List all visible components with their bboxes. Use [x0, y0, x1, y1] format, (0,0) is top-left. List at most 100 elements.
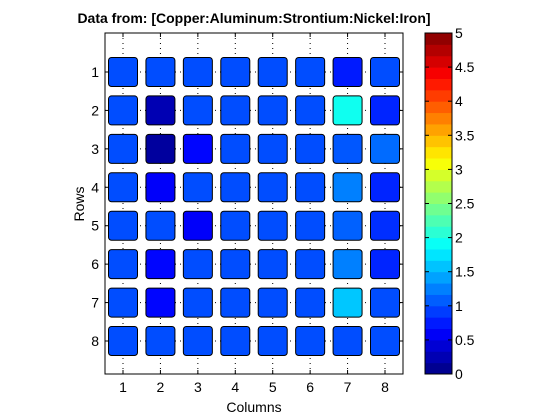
heatmap-cell [182, 210, 213, 241]
heatmap-cell [220, 133, 251, 164]
heatmap-cell [370, 172, 400, 203]
heatmap-cell [332, 95, 363, 126]
colorbar-segment [425, 89, 452, 102]
heatmap-cell [220, 287, 251, 318]
heatmap-cell [220, 210, 251, 241]
heatmap-cell [182, 57, 213, 87]
heatmap-cell [220, 249, 251, 280]
colorbar-segment [425, 305, 452, 318]
heatmap-cell [220, 172, 251, 203]
colorbar-segment [425, 339, 452, 352]
x-tick-label: 7 [344, 379, 352, 395]
colorbar-tick-label: 0 [455, 366, 463, 382]
heatmap-cell [295, 57, 326, 87]
colorbar-segment [425, 101, 452, 114]
heatmap-cell [182, 326, 213, 356]
heatmap-cell [257, 287, 288, 318]
colorbar-tick-label: 3.5 [455, 127, 475, 143]
heatmap-cell [257, 210, 288, 241]
colorbar-tick-label: 0.5 [455, 332, 475, 348]
colorbar-segment [425, 123, 452, 136]
heatmap-cell [370, 133, 400, 164]
heatmap-cell [220, 326, 251, 356]
heatmap-cell [145, 133, 176, 164]
heatmap-cell [332, 287, 363, 318]
heatmap-cell [295, 326, 326, 356]
heatmap-cell [182, 287, 213, 318]
y-tick-label: 5 [91, 218, 99, 234]
heatmap-cell [182, 95, 213, 126]
heatmap-cell [332, 57, 363, 87]
colorbar-segment [425, 78, 452, 91]
colorbar: 0 0.5 1 1.5 2 2.5 3 3.5 4 4.5 5 [424, 25, 475, 382]
colorbar-segment [425, 44, 452, 57]
heatmap-cell [220, 57, 251, 87]
heatmap-cell [108, 249, 138, 280]
heatmap-cell [108, 133, 138, 164]
colorbar-segment [425, 203, 452, 216]
colorbar-tick-label: 2.5 [455, 196, 475, 212]
colorbar-segment [425, 362, 452, 375]
heatmap-cell [257, 95, 288, 126]
colorbar-segment [425, 260, 452, 273]
heatmap-cell [332, 133, 363, 164]
heatmap-cell [370, 95, 400, 126]
heatmap-cell [295, 172, 326, 203]
colorbar-segment [425, 146, 452, 159]
x-axis-ticks: 1 2 3 4 5 6 7 8 [119, 33, 389, 395]
heatmap-cell [257, 57, 288, 87]
heatmap-cell [370, 326, 400, 356]
colorbar-tick-label: 1.5 [455, 264, 475, 280]
colorbar-segment [425, 317, 452, 330]
heatmap-cell [108, 57, 138, 87]
colorbar-segment [425, 271, 452, 284]
heatmap-cell [108, 210, 138, 241]
colorbar-segment [425, 237, 452, 250]
heatmap-cell [257, 172, 288, 203]
heatmap-cell [295, 249, 326, 280]
y-tick-label: 6 [91, 256, 99, 272]
x-tick-label: 8 [381, 379, 389, 395]
y-tick-label: 3 [91, 141, 99, 157]
heatmap-cell [145, 287, 176, 318]
colorbar-tick-label: 2 [455, 230, 463, 246]
x-tick-label: 3 [194, 379, 202, 395]
heatmap-cell [108, 287, 138, 318]
heatmap-cell [295, 133, 326, 164]
x-tick-label: 2 [157, 379, 165, 395]
colorbar-segment [425, 328, 452, 341]
heatmap-cell [145, 326, 176, 356]
heatmap-cell [220, 95, 251, 126]
heatmap-cell [145, 210, 176, 241]
y-axis-label: Rows [71, 186, 87, 221]
y-axis-ticks: 1 2 3 4 5 6 7 8 [91, 64, 403, 349]
heatmap-cell [145, 249, 176, 280]
plot-frame [104, 32, 404, 375]
x-axis-label: Columns [226, 399, 281, 415]
heatmap-cell [108, 326, 138, 356]
colorbar-segment [425, 169, 452, 182]
heatmap-cell [145, 172, 176, 203]
grid-lines [105, 33, 403, 374]
colorbar-segment [425, 351, 452, 364]
heatmap-cell [295, 95, 326, 126]
colorbar-segment [425, 67, 452, 79]
y-tick-label: 7 [91, 295, 99, 311]
heatmap-cell [257, 326, 288, 356]
heatmap-cell [332, 210, 363, 241]
colorbar-tick-label: 1 [455, 298, 463, 314]
heatmap-cell [332, 326, 363, 356]
colorbar-segment [425, 248, 452, 261]
colorbar-tick-label: 3 [455, 161, 463, 177]
x-tick-label: 1 [119, 379, 127, 395]
heatmap-cell [182, 172, 213, 203]
heatmap-cell [295, 287, 326, 318]
heatmap-cell [332, 172, 363, 203]
colorbar-segment [425, 135, 452, 148]
y-tick-label: 2 [91, 102, 99, 118]
heatmap-cell [145, 57, 176, 87]
heatmap-cells [108, 57, 400, 356]
heatmap-cell [370, 57, 400, 87]
heatmap-cell [182, 133, 213, 164]
